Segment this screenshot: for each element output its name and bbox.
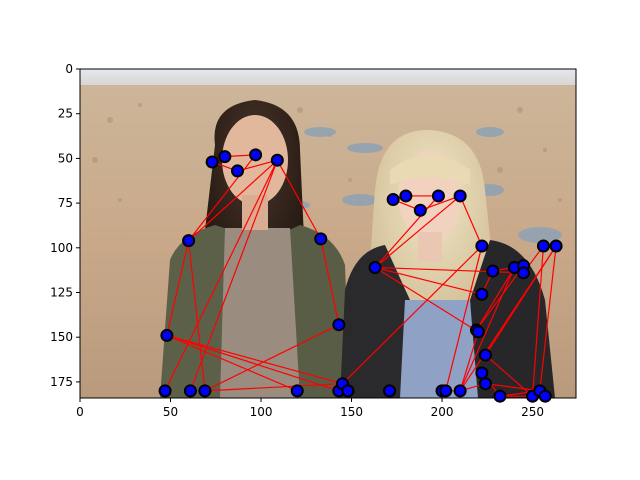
skeleton-edge <box>320 238 340 325</box>
keypoint-marker <box>270 153 284 167</box>
keypoint-marker <box>475 239 489 253</box>
keypoint-marker <box>486 264 500 278</box>
keypoint-marker <box>218 150 232 164</box>
skeleton-edge <box>475 265 524 331</box>
skeleton-edge <box>374 195 439 268</box>
x-tick-label: 100 <box>250 405 273 419</box>
y-tick-label: 150 <box>50 330 73 344</box>
skeleton-edge <box>166 334 343 385</box>
y-tick-label: 50 <box>58 151 73 165</box>
keypoint-marker <box>431 189 445 203</box>
keypoint-marker <box>158 384 172 398</box>
keypoint-marker <box>332 318 346 332</box>
keypoint-marker <box>183 384 197 398</box>
y-tick-label: 25 <box>58 107 73 121</box>
keypoint-marker <box>439 384 453 398</box>
x-axis: 0 50 100 150 200 250 <box>76 398 544 419</box>
skeleton-edge <box>459 195 483 247</box>
keypoint-marker <box>478 348 492 362</box>
x-tick-label: 150 <box>340 405 363 419</box>
keypoint-marker <box>386 193 400 207</box>
skeleton-edge <box>204 383 343 392</box>
keypoint-marker <box>453 189 467 203</box>
keypoint-marker <box>383 384 397 398</box>
y-tick-label: 175 <box>50 375 73 389</box>
keypoint-marker <box>475 287 489 301</box>
skeleton-edge <box>374 266 483 295</box>
keypoint-marker <box>399 189 413 203</box>
skeleton-edge <box>531 245 545 397</box>
y-tick-label: 75 <box>58 196 73 210</box>
skeleton-edge <box>374 195 461 268</box>
keypoint-marker <box>549 239 563 253</box>
skeleton-edge <box>485 383 540 392</box>
beach-photo <box>80 69 576 398</box>
keypoint-marker <box>453 384 467 398</box>
y-axis: 0 25 50 75 100 125 150 175 <box>50 62 80 389</box>
skeleton-edge <box>188 154 257 242</box>
skeleton-edge <box>459 267 516 392</box>
skeleton-edge <box>539 245 557 391</box>
skeleton-edge <box>484 245 557 356</box>
keypoint-marker <box>493 389 507 403</box>
keypoint-marker <box>517 266 531 280</box>
keypoint-marker <box>413 203 427 217</box>
keypoint-marker <box>290 384 304 398</box>
keypoint-marker <box>538 389 552 403</box>
skeleton-edge <box>342 245 483 385</box>
skeleton-edge <box>188 240 206 391</box>
skeleton-edge <box>188 159 278 242</box>
x-tick-label: 50 <box>163 405 178 419</box>
skeleton-edge <box>166 334 298 392</box>
skeleton-edge <box>166 334 340 392</box>
skeleton-edge <box>459 331 479 392</box>
keypoint-marker <box>198 384 212 398</box>
keypoint-marker <box>160 328 174 342</box>
keypoint-marker <box>341 384 355 398</box>
skeleton-edge <box>166 240 190 336</box>
keypoint-marker <box>182 234 196 248</box>
axes-frame <box>79 68 577 399</box>
x-tick-label: 200 <box>431 405 454 419</box>
skeleton-edge <box>475 267 515 331</box>
keypoint-marker <box>536 239 550 253</box>
y-tick-label: 0 <box>65 62 73 76</box>
keypoint-marker <box>478 377 492 391</box>
skeleton-edge <box>420 195 461 211</box>
y-tick-label: 100 <box>50 241 73 255</box>
keypoint-marker <box>314 232 328 246</box>
skeleton-edge <box>445 245 483 391</box>
keypoint-marker <box>205 155 219 169</box>
skeleton-edge <box>189 159 278 392</box>
keypoint-marker <box>475 366 489 380</box>
keypoint-marker <box>368 260 382 274</box>
keypoints <box>158 148 563 403</box>
keypoint-marker <box>249 148 263 162</box>
keypoint-marker <box>230 164 244 178</box>
y-tick-label: 125 <box>50 286 73 300</box>
skeleton-edge <box>276 159 322 240</box>
x-tick-label: 0 <box>76 405 84 419</box>
x-tick-label: 250 <box>521 405 544 419</box>
keypoint-marker <box>471 325 485 339</box>
skeleton-edge <box>164 159 278 392</box>
skeleton-edge <box>374 266 479 333</box>
skeleton-edge <box>204 324 340 392</box>
